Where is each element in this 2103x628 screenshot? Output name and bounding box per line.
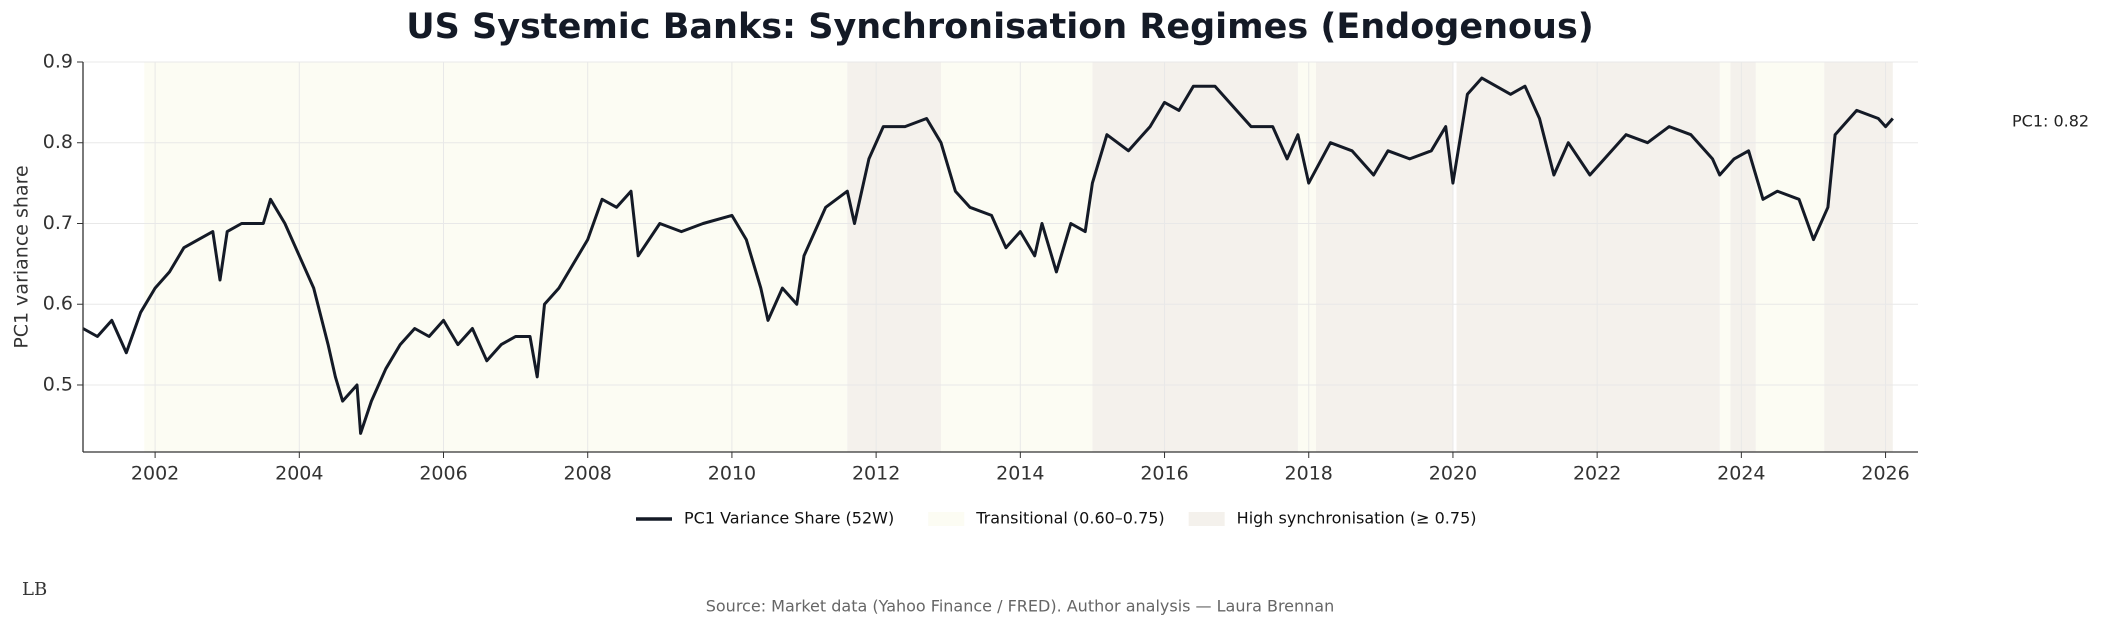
x-tick-label: 2002 bbox=[131, 463, 179, 485]
regime-span bbox=[1315, 62, 1453, 452]
data-line bbox=[82, 76, 1894, 435]
legend-label: PC1 Variance Share (52W) bbox=[684, 509, 894, 528]
x-tick-label: 2018 bbox=[1285, 463, 1333, 485]
legend-swatch bbox=[928, 512, 965, 526]
x-tick-label: 2016 bbox=[1140, 463, 1188, 485]
y-tick-label: 0.9 bbox=[43, 51, 73, 73]
legend-label: High synchronisation (≥ 0.75) bbox=[1237, 509, 1477, 528]
x-tick-label: 2024 bbox=[1717, 463, 1765, 485]
chart-title: US Systemic Banks: Synchronisation Regim… bbox=[406, 7, 1594, 47]
regime-span bbox=[144, 62, 848, 452]
source-note: Source: Market data (Yahoo Finance / FRE… bbox=[706, 597, 1335, 616]
x-tick-label: 2022 bbox=[1573, 463, 1621, 485]
y-tick-label: 0.5 bbox=[43, 373, 73, 395]
legend-label: Transitional (0.60–0.75) bbox=[975, 509, 1164, 528]
x-tick-label: 2006 bbox=[419, 463, 467, 485]
x-tick-label: 2026 bbox=[1861, 463, 1909, 485]
regime-span bbox=[1297, 62, 1316, 452]
y-axis-label: PC1 variance share bbox=[11, 165, 33, 348]
regime-span bbox=[941, 62, 1093, 452]
y-tick-label: 0.7 bbox=[43, 212, 73, 234]
logo: LB bbox=[22, 579, 47, 600]
x-tick-label: 2012 bbox=[852, 463, 900, 485]
regime-span bbox=[1824, 62, 1893, 452]
regime-span bbox=[1730, 62, 1756, 452]
plot-area bbox=[82, 61, 1918, 452]
regime-span bbox=[1719, 62, 1731, 452]
legend-swatch bbox=[1188, 512, 1225, 526]
regime-span bbox=[1755, 62, 1825, 452]
y-tick-label: 0.8 bbox=[43, 131, 73, 153]
x-tick-label: 2020 bbox=[1429, 463, 1477, 485]
x-tick-label: 2014 bbox=[996, 463, 1044, 485]
regime-span bbox=[1456, 62, 1720, 452]
x-tick-label: 2004 bbox=[275, 463, 323, 485]
x-tick-label: 2010 bbox=[708, 463, 756, 485]
annotation: PC1: 0.82 bbox=[2012, 112, 2089, 131]
regime-span bbox=[1092, 62, 1298, 452]
y-tick-label: 0.6 bbox=[43, 293, 73, 315]
x-tick-label: 2008 bbox=[564, 463, 612, 485]
